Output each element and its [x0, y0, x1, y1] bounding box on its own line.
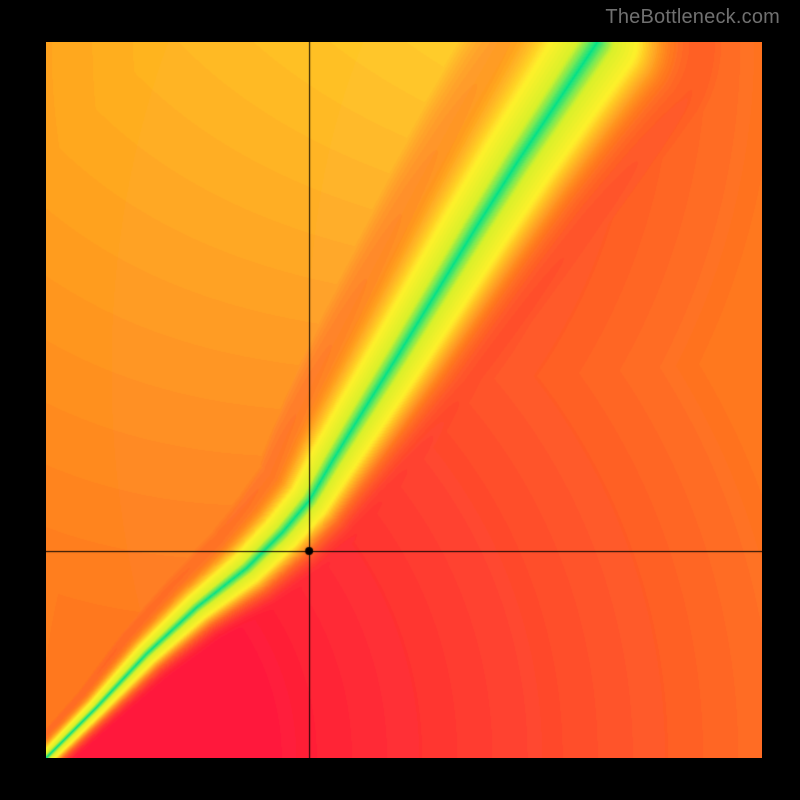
chart-stage: TheBottleneck.com [0, 0, 800, 800]
bottleneck-heatmap [46, 42, 762, 758]
watermark-text: TheBottleneck.com [605, 6, 780, 29]
